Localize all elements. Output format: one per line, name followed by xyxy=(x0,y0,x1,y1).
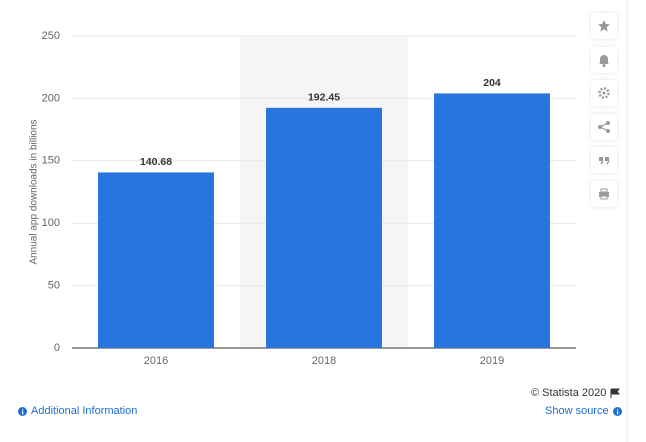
y-axis-label: Annual app downloads in billions xyxy=(29,119,40,264)
data-label: 192.45 xyxy=(308,92,340,104)
y-tick-label: 200 xyxy=(42,92,60,104)
additional-info-text: Additional Information xyxy=(31,405,138,417)
y-tick-label: 100 xyxy=(42,217,60,229)
data-label: 140.68 xyxy=(140,156,172,168)
x-tick-label: 2018 xyxy=(312,355,336,367)
bar xyxy=(266,107,382,348)
share-button[interactable] xyxy=(591,114,617,140)
favorite-button[interactable] xyxy=(591,13,617,39)
bar xyxy=(434,93,550,349)
additional-info-link[interactable]: Additional Information xyxy=(18,405,137,417)
copyright: © Statista 2020 xyxy=(531,387,621,399)
notification-button[interactable] xyxy=(591,47,617,73)
print-button[interactable] xyxy=(591,181,617,207)
y-tick-label: 150 xyxy=(42,155,60,167)
cite-button[interactable] xyxy=(591,147,617,173)
data-label: 204 xyxy=(483,77,501,89)
settings-button[interactable] xyxy=(591,80,617,106)
y-tick-label: 250 xyxy=(42,30,60,42)
bar xyxy=(98,172,214,348)
copyright-text: © Statista 2020 xyxy=(531,387,607,399)
y-tick-label: 50 xyxy=(48,280,60,292)
show-source-text: Show source xyxy=(545,405,609,417)
x-tick-label: 2019 xyxy=(480,355,504,367)
y-tick-label: 0 xyxy=(54,342,60,354)
x-tick-label: 2016 xyxy=(144,355,168,367)
show-source-link[interactable]: Show source xyxy=(545,405,622,417)
